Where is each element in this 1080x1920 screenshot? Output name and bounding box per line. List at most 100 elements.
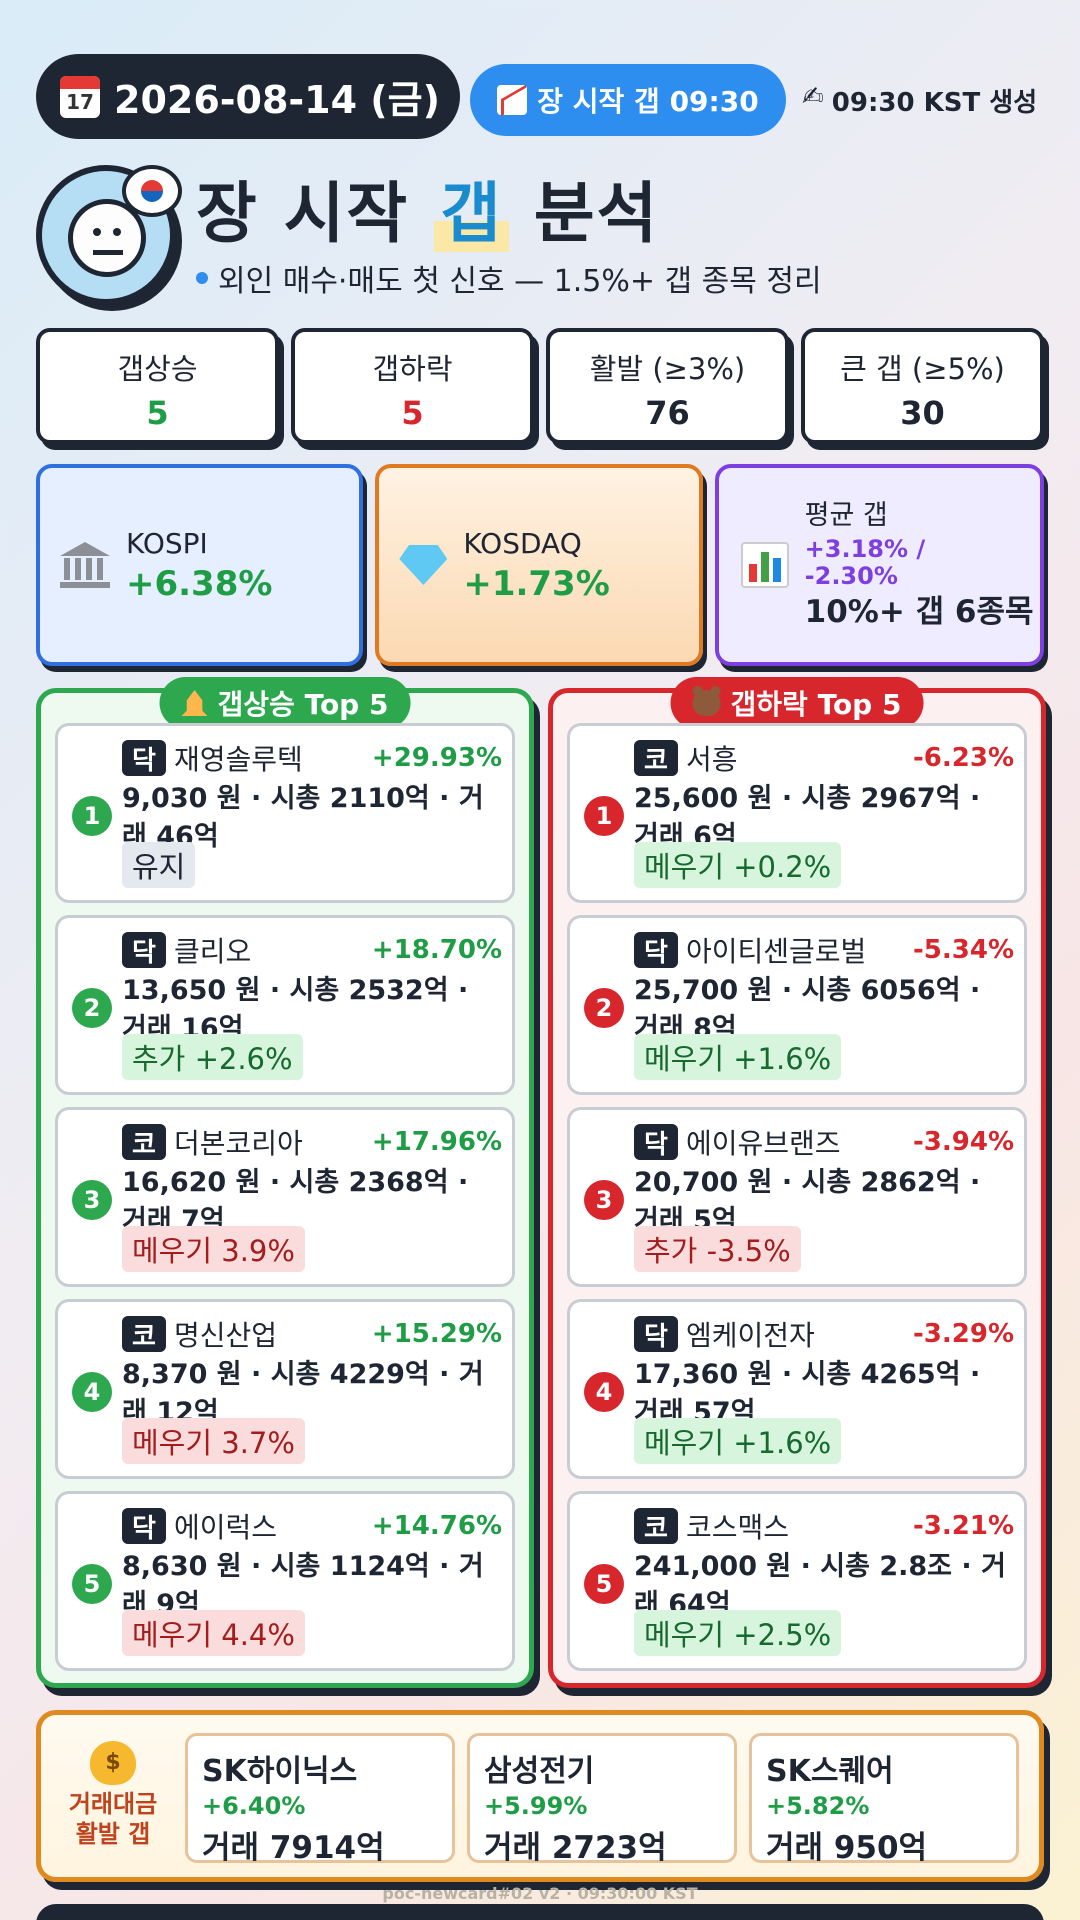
turnover-card[interactable]: SK하이닉스 +6.40% 거래 7914억: [185, 1733, 455, 1866]
stat-label: 활발 (≥3%): [589, 352, 746, 386]
date-pill: 17 2026-08-14 (금): [36, 54, 460, 139]
status-tag: 메우기 3.9%: [122, 1226, 305, 1272]
index-name: KOSPI: [126, 526, 208, 560]
gap-time-text: 장 시작 갭 09:30: [537, 85, 759, 118]
calendar-icon-day: 17: [66, 89, 94, 114]
index-name: KOSDAQ: [463, 526, 582, 560]
turnover-name: SK하이닉스: [202, 1754, 358, 1789]
list-item[interactable]: 4 닥 엠케이전자 -3.29% 17,360 원 · 시총 4265억 · 거래 …: [567, 1299, 1027, 1479]
title-pre: 장 시작: [196, 175, 435, 252]
turnover-volume: 거래 7914억: [202, 1830, 385, 1866]
status-tag: 유지: [122, 842, 196, 888]
turnover-change: +5.82%: [766, 1792, 870, 1820]
turnover-change: +6.40%: [202, 1792, 306, 1820]
status-tag: 추가 -3.5%: [634, 1226, 801, 1272]
kosdaq-card: KOSDAQ +1.73%: [375, 464, 703, 666]
turnover-section: $ 거래대금 활발 갭 SK하이닉스 +6.40% 거래 7914억 삼성전기 …: [36, 1710, 1044, 1882]
list-item[interactable]: 3 닥 에이유브랜즈 -3.94% 20,700 원 · 시총 2862억 · 거래…: [567, 1107, 1027, 1287]
rank-badge: 1: [72, 796, 112, 836]
title-highlight: 갭: [434, 175, 509, 252]
neutral-face-icon: [68, 199, 146, 277]
gap-up-title: 갭상승 Top 5: [159, 677, 411, 729]
market-badge: 닥: [634, 1124, 678, 1160]
avg-gap-card: 평균 갭 +3.18% / -2.30% 10%+ 갭 6종목: [714, 464, 1044, 666]
stats-row: 갭상승 5 갭하락 5 활발 (≥3%) 76 큰 갭 (≥5%) 30: [36, 328, 1044, 444]
footer-text: poc-newcard#02 v2 · 09:30:00 KST: [382, 1884, 698, 1903]
stat-active: 활발 (≥3%) 76: [546, 328, 789, 444]
stat-value: 5: [146, 394, 169, 432]
date-text: 2026-08-14 (금): [114, 78, 440, 122]
market-badge: 코: [122, 1316, 166, 1352]
market-badge: 닥: [634, 1316, 678, 1352]
list-item[interactable]: 4 코 명신산업 +15.29% 8,370 원 · 시총 4229억 · 거래 1…: [55, 1299, 515, 1479]
stat-value: 76: [645, 394, 690, 432]
list-item[interactable]: 1 코 서흥 -6.23% 25,600 원 · 시총 2967억 · 거래 6억 …: [567, 723, 1027, 903]
title-post: 분석: [508, 175, 660, 252]
turnover-card[interactable]: 삼성전기 +5.99% 거래 2723억: [467, 1733, 737, 1866]
rank-badge: 5: [584, 1564, 624, 1604]
stat-gap-down: 갭하락 5: [291, 328, 534, 444]
list-item[interactable]: 5 닥 에이럭스 +14.76% 8,630 원 · 시총 1124억 · 거래 9…: [55, 1491, 515, 1671]
list-item[interactable]: 3 코 더본코리아 +17.96% 16,620 원 · 시총 2368억 · 거래…: [55, 1107, 515, 1287]
gap-down-title: 갭하락 Top 5: [670, 677, 924, 729]
writing-hand-icon: ✍: [802, 82, 824, 112]
header: 17 2026-08-14 (금) 장 시작 갭 09:30 ✍ 09:30 K…: [36, 54, 1046, 139]
market-badge: 닥: [634, 932, 678, 968]
rank-badge: 2: [584, 988, 624, 1028]
rank-badge: 3: [584, 1180, 624, 1220]
market-badge: 닥: [122, 1508, 166, 1544]
stat-big-gap: 큰 갭 (≥5%) 30: [801, 328, 1044, 444]
rocket-icon: [181, 690, 208, 716]
stat-label: 큰 갭 (≥5%): [840, 352, 1005, 386]
stock-change: +29.93%: [371, 743, 502, 773]
chart-increasing-icon: [497, 85, 528, 115]
stat-value: 30: [900, 394, 945, 432]
stat-label: 갭상승: [117, 352, 198, 386]
korea-flag-icon: [122, 165, 182, 217]
market-badge: 코: [634, 740, 678, 776]
gap-down-title-text: 갭하락 Top 5: [730, 688, 902, 721]
list-item[interactable]: 2 닥 클리오 +18.70% 13,650 원 · 시총 2532억 · 거래 1…: [55, 915, 515, 1095]
rank-badge: 4: [584, 1372, 624, 1412]
list-item[interactable]: 5 코 코스맥스 -3.21% 241,000 원 · 시총 2.8조 · 거래 6…: [567, 1491, 1027, 1671]
bullet-dot: [196, 272, 208, 284]
stock-info: 13,650 원 · 시총 2532억 · 거래 16억: [122, 975, 469, 1044]
status-tag: 추가 +2.6%: [122, 1034, 303, 1080]
rank-badge: 3: [72, 1180, 112, 1220]
market-badge: 닥: [122, 740, 166, 776]
stock-change: -3.29%: [913, 1319, 1014, 1349]
list-item[interactable]: 1 닥 재영솔루텍 +29.93% 9,030 원 · 시총 2110억 · 거래 …: [55, 723, 515, 903]
stock-info: 8,370 원 · 시총 4229억 · 거래 12억: [122, 1359, 484, 1428]
turnover-label-line1: 거래대금: [68, 1790, 158, 1818]
bank-icon: [60, 542, 110, 588]
gap-down-panel: 갭하락 Top 5 1 코 서흥 -6.23% 25,600 원 · 시총 2967…: [548, 677, 1046, 1688]
list-item[interactable]: 2 닥 아이티센글로벌 -5.34% 25,700 원 · 시총 6056억 · 거…: [567, 915, 1027, 1095]
status-tag: 메우기 +1.6%: [634, 1034, 842, 1080]
turnover-change: +5.99%: [484, 1792, 588, 1820]
market-badge: 코: [634, 1508, 678, 1544]
turnover-card[interactable]: SK스퀘어 +5.82% 거래 950억: [749, 1733, 1019, 1866]
turnover-label-line2: 활발 갭: [75, 1820, 151, 1848]
index-change: +6.38%: [126, 563, 273, 604]
stock-name: 에이럭스: [174, 1511, 278, 1544]
footer-bar: [36, 1904, 1044, 1920]
market-badge: 코: [122, 1124, 166, 1160]
status-tag: 메우기 +1.6%: [634, 1418, 842, 1464]
stock-change: -5.34%: [913, 935, 1014, 965]
generated-time: ✍ 09:30 KST 생성: [802, 82, 1037, 119]
index-change: +1.73%: [463, 563, 610, 604]
bar-chart-icon: [740, 542, 789, 588]
stock-name: 서흥: [686, 743, 738, 776]
turnover-volume: 거래 950억: [766, 1830, 928, 1866]
rank-badge: 1: [584, 796, 624, 836]
stock-name: 아이티센글로벌: [686, 935, 867, 968]
gap-up-panel: 갭상승 Top 5 1 닥 재영솔루텍 +29.93% 9,030 원 · 시총 2…: [36, 677, 534, 1688]
stock-name: 클리오: [174, 935, 252, 968]
stock-name: 엠케이전자: [686, 1319, 815, 1352]
turnover-name: 삼성전기: [484, 1754, 595, 1789]
index-row: KOSPI +6.38% KOSDAQ +1.73% 평균 갭 +3.18% /…: [36, 464, 1044, 666]
stock-change: -3.21%: [913, 1511, 1014, 1541]
rank-badge: 2: [72, 988, 112, 1028]
rank-badge: 5: [72, 1564, 112, 1604]
avatar: [36, 165, 182, 305]
